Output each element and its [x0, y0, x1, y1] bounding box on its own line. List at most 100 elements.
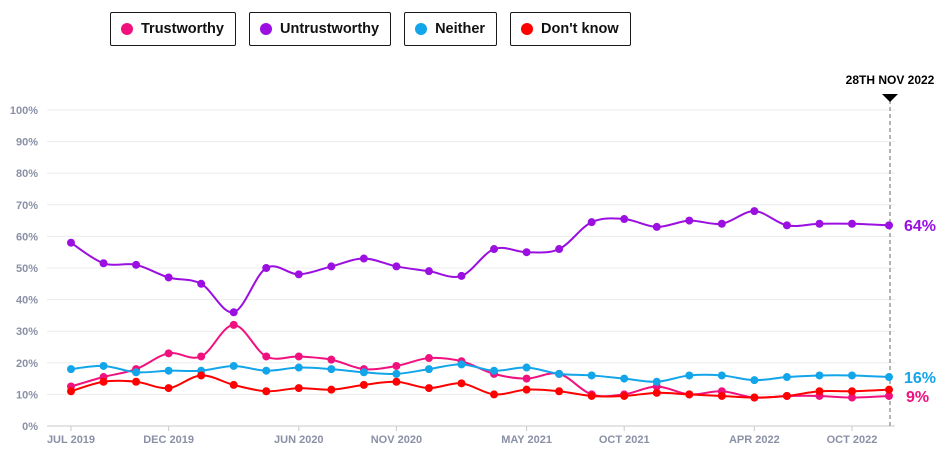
data-point-trustworthy: [197, 352, 206, 361]
data-point-untrustworthy: [620, 215, 629, 224]
data-point-don-t-know: [490, 390, 499, 399]
data-point-neither: [490, 366, 499, 375]
data-point-untrustworthy: [229, 308, 238, 317]
chart-legend: Trustworthy Untrustworthy Neither Don't …: [110, 12, 631, 46]
end-label-neither: 16%: [904, 370, 936, 387]
data-point-untrustworthy: [197, 279, 206, 288]
data-point-trustworthy: [392, 361, 401, 370]
legend-dot-neither: [415, 23, 428, 35]
legend-dot-dont-know: [521, 23, 534, 35]
data-point-trustworthy: [327, 355, 336, 364]
data-point-don-t-know: [424, 384, 433, 393]
y-tick-label: 60%: [16, 231, 38, 243]
data-point-trustworthy: [522, 374, 531, 383]
data-point-neither: [620, 374, 629, 383]
data-point-untrustworthy: [99, 259, 108, 268]
legend-label-dont-know: Don't know: [541, 21, 619, 37]
data-point-untrustworthy: [164, 273, 173, 282]
legend-item-trustworthy[interactable]: Trustworthy: [110, 12, 236, 46]
data-point-don-t-know: [262, 387, 271, 396]
data-point-neither: [327, 365, 336, 374]
data-point-neither: [750, 376, 759, 385]
legend-dot-trustworthy: [121, 23, 133, 35]
data-point-neither: [848, 371, 856, 380]
data-point-don-t-know: [229, 380, 238, 389]
data-point-don-t-know: [685, 390, 694, 399]
legend-label-untrustworthy: Untrustworthy: [279, 21, 380, 37]
data-point-don-t-know: [885, 385, 893, 394]
data-point-don-t-know: [132, 377, 141, 386]
y-tick-label: 0%: [22, 421, 38, 433]
data-point-neither: [424, 365, 433, 374]
data-point-untrustworthy: [652, 222, 661, 231]
data-point-don-t-know: [652, 388, 661, 397]
end-label-trustworthy: 9%: [906, 389, 929, 406]
legend-item-untrustworthy[interactable]: Untrustworthy: [248, 12, 392, 46]
y-tick-label: 100%: [10, 105, 38, 117]
legend-item-dont-know[interactable]: Don't know: [510, 12, 631, 46]
data-point-untrustworthy: [262, 264, 271, 272]
y-tick-label: 70%: [16, 200, 38, 212]
legend-dot-untrustworthy: [259, 23, 272, 35]
y-tick-label: 80%: [16, 168, 38, 180]
data-point-trustworthy: [294, 352, 303, 361]
data-point-neither: [685, 371, 694, 380]
legend-label-neither: Neither: [435, 21, 486, 37]
data-point-neither: [885, 373, 893, 382]
marker-label: 28TH NOV 2022: [846, 73, 935, 87]
x-tick-label: OCT 2022: [827, 434, 878, 446]
data-point-untrustworthy: [522, 248, 531, 257]
x-tick-label: MAY 2021: [501, 434, 552, 446]
data-point-neither: [457, 360, 466, 369]
data-point-untrustworthy: [327, 262, 336, 271]
data-point-don-t-know: [392, 377, 401, 386]
data-point-don-t-know: [327, 385, 336, 394]
x-tick-label: NOV 2020: [371, 434, 422, 446]
data-point-neither: [99, 361, 108, 370]
series-line-untrustworthy: [70, 210, 890, 314]
data-point-don-t-know: [99, 377, 108, 386]
data-point-don-t-know: [620, 391, 629, 400]
data-point-neither: [652, 377, 661, 386]
data-point-don-t-know: [717, 391, 726, 400]
data-point-neither: [782, 373, 791, 382]
legend-item-neither[interactable]: Neither: [404, 12, 498, 46]
data-point-neither: [229, 361, 238, 370]
data-point-untrustworthy: [555, 245, 564, 254]
marker-triangle-icon: [882, 94, 898, 102]
series-line-neither: [70, 363, 890, 383]
data-point-don-t-know: [848, 387, 856, 396]
data-point-untrustworthy: [392, 262, 401, 271]
data-point-untrustworthy: [885, 221, 893, 230]
data-point-neither: [522, 363, 531, 372]
data-point-don-t-know: [294, 384, 303, 393]
data-point-neither: [392, 369, 401, 378]
data-point-trustworthy: [424, 354, 433, 363]
series-line-trustworthy: [70, 323, 890, 399]
data-point-neither: [262, 366, 271, 375]
data-point-untrustworthy: [815, 219, 824, 228]
y-tick-label: 10%: [16, 389, 38, 401]
y-tick-label: 30%: [16, 326, 38, 338]
data-point-don-t-know: [359, 380, 368, 389]
data-point-untrustworthy: [132, 260, 141, 269]
data-point-untrustworthy: [490, 245, 499, 254]
data-point-don-t-know: [782, 391, 791, 400]
x-tick-label: DEC 2019: [143, 434, 194, 446]
data-point-neither: [359, 368, 368, 377]
data-point-trustworthy: [262, 352, 271, 361]
y-tick-label: 20%: [16, 358, 38, 370]
data-point-neither: [717, 371, 726, 380]
x-tick-label: APR 2022: [729, 434, 780, 446]
data-point-untrustworthy: [424, 267, 433, 276]
data-point-neither: [132, 368, 141, 377]
data-point-don-t-know: [197, 371, 206, 380]
end-label-untrustworthy: 64%: [904, 218, 936, 235]
data-point-neither: [164, 366, 173, 375]
legend-label-trustworthy: Trustworthy: [141, 21, 224, 37]
x-tick-label: OCT 2021: [599, 434, 650, 446]
data-point-don-t-know: [522, 385, 531, 394]
data-point-untrustworthy: [294, 270, 303, 279]
data-point-don-t-know: [67, 387, 75, 396]
